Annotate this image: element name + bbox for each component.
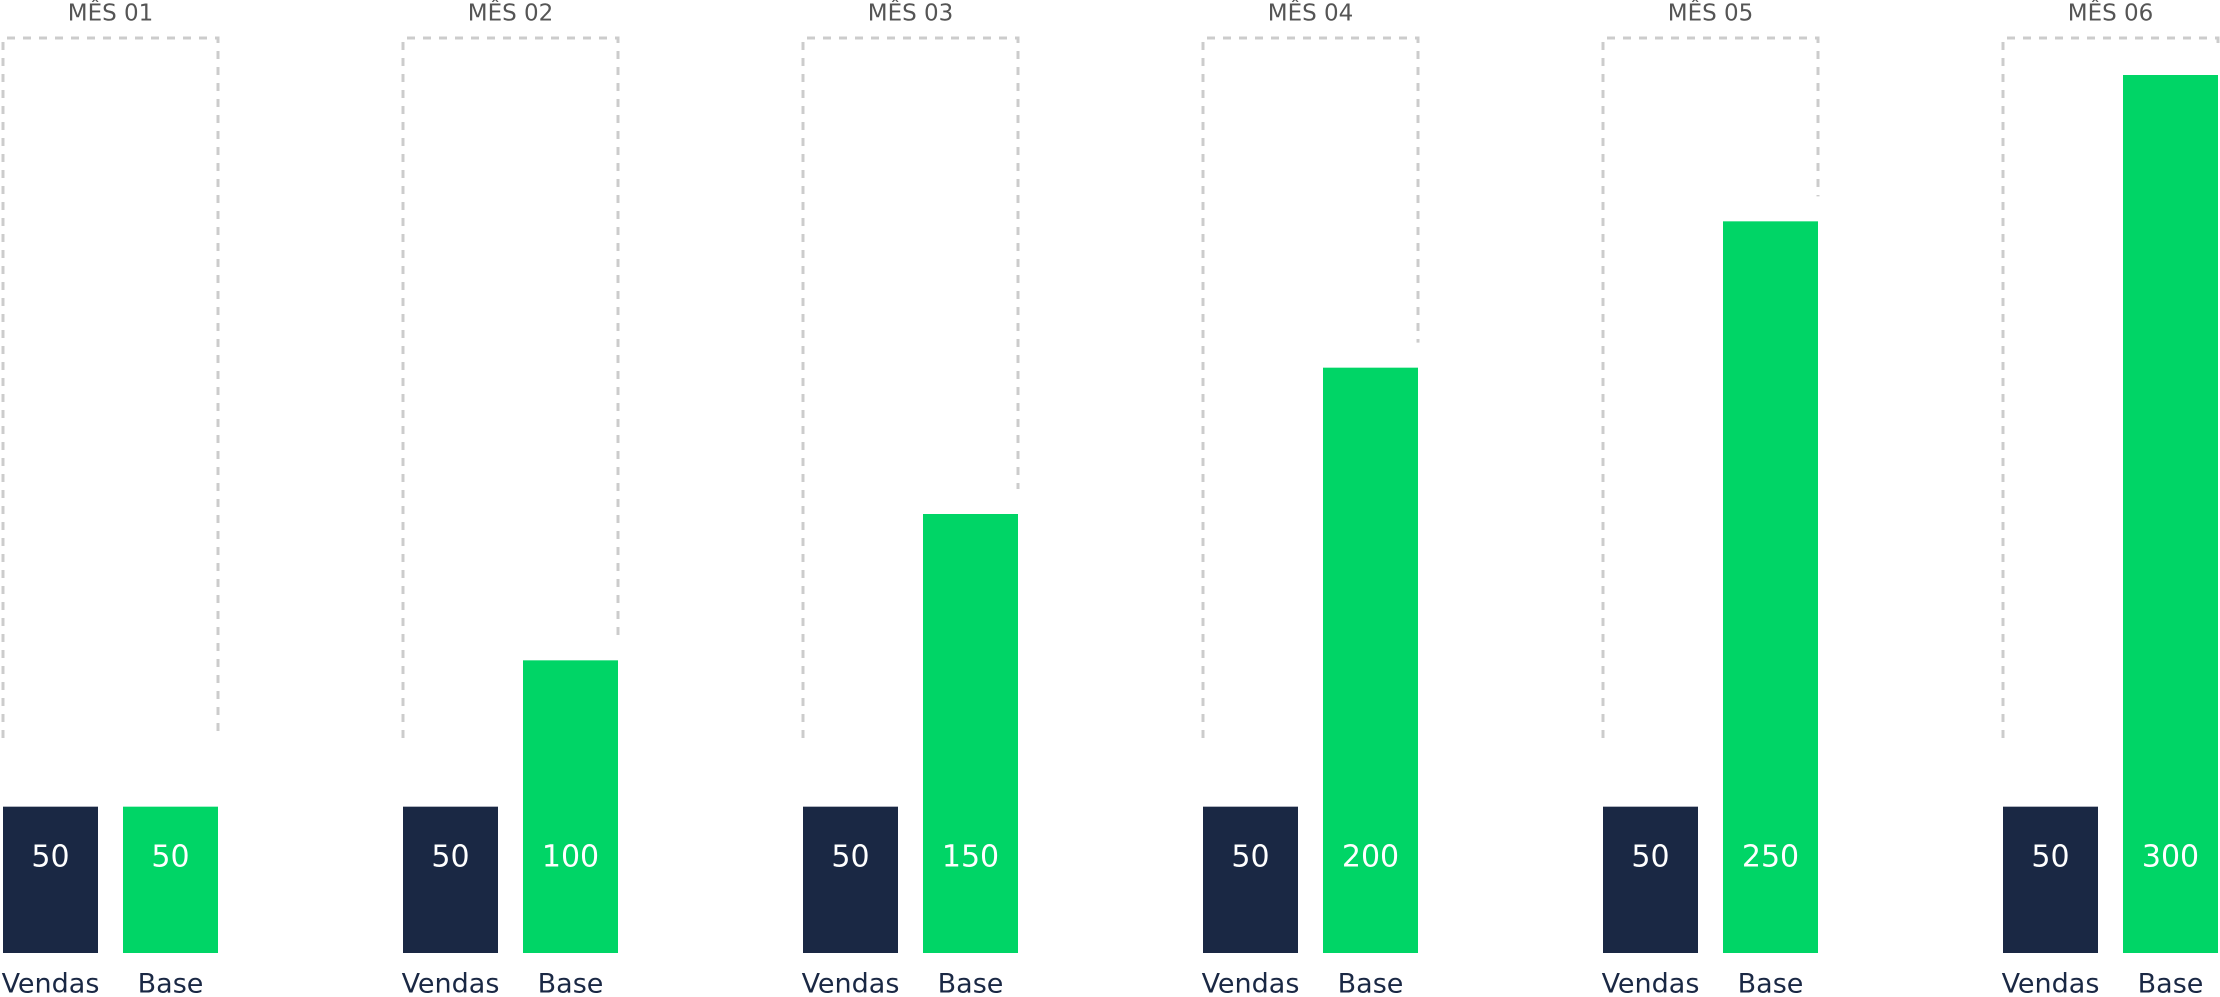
- value-label: 150: [942, 840, 999, 875]
- series-label: Vendas: [802, 969, 900, 997]
- bar: [1323, 367, 1418, 954]
- group-title: MÊS 02: [468, 0, 554, 27]
- value-label: 50: [2031, 840, 2069, 875]
- bar: [3, 806, 98, 953]
- bar: [1603, 806, 1698, 953]
- bar: [123, 806, 218, 953]
- value-label: 50: [1631, 840, 1669, 875]
- series-label: Base: [2138, 969, 2204, 997]
- value-label: 250: [1742, 840, 1799, 875]
- value-label: 200: [1342, 840, 1399, 875]
- bar: [923, 514, 1018, 953]
- value-label: 50: [831, 840, 869, 875]
- bar: [1203, 806, 1298, 953]
- series-label: Base: [538, 969, 604, 997]
- value-label: 50: [431, 840, 469, 875]
- series-label: Base: [1338, 969, 1404, 997]
- bar: [803, 806, 898, 953]
- target-outline: [801, 36, 1020, 738]
- value-label: 50: [151, 840, 189, 875]
- series-label: Vendas: [1202, 969, 1300, 997]
- group-title: MÊS 06: [2068, 0, 2154, 27]
- group-title: MÊS 03: [868, 0, 954, 27]
- group-title: MÊS 01: [68, 0, 154, 27]
- value-label: 50: [1231, 840, 1269, 875]
- series-label: Base: [138, 969, 204, 997]
- bar: [1723, 221, 1818, 954]
- group-title: MÊS 05: [1668, 0, 1754, 27]
- target-outline: [1601, 36, 1820, 738]
- series-label: Base: [938, 969, 1004, 997]
- bar: [403, 806, 498, 953]
- bar: [523, 660, 618, 953]
- target-outline: [401, 36, 620, 738]
- value-label: 300: [2142, 840, 2199, 875]
- series-label: Vendas: [2002, 969, 2100, 997]
- series-label: Vendas: [1602, 969, 1700, 997]
- series-label: Base: [1738, 969, 1804, 997]
- value-label: 50: [31, 840, 69, 875]
- target-outline: [1, 36, 220, 738]
- value-label: 100: [542, 840, 599, 875]
- target-outline: [2001, 36, 2220, 738]
- bar: [2123, 75, 2218, 953]
- target-outline: [1201, 36, 1420, 738]
- series-label: Vendas: [402, 969, 500, 997]
- series-label: Vendas: [2, 969, 100, 997]
- bar: [2003, 806, 2098, 953]
- group-title: MÊS 04: [1268, 0, 1354, 27]
